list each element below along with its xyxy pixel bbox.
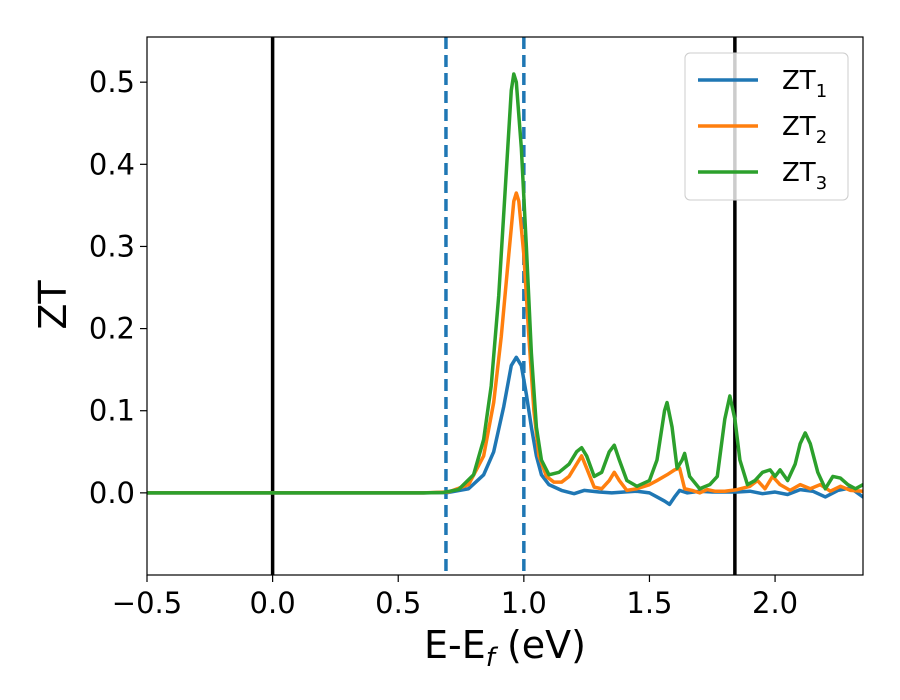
x-tick-label: 1.0 (501, 586, 547, 620)
y-tick-label: 0.2 (89, 312, 135, 346)
legend-label-3: ZT3 (782, 158, 827, 194)
legend-label-2: ZT2 (782, 112, 827, 148)
x-axis-ticks: −0.5 0.0 0.5 1.0 1.5 2.0 (112, 575, 798, 620)
x-tick-label: 1.5 (626, 586, 672, 620)
y-axis-ticks: 0.0 0.1 0.2 0.3 0.4 0.5 (89, 65, 147, 510)
x-tick-label: 0.5 (375, 586, 421, 620)
series-lines (147, 72, 863, 507)
legend-label-1: ZT1 (782, 66, 827, 102)
legend-box (684, 52, 849, 201)
y-tick-label: 0.5 (89, 65, 135, 99)
series-line-2 (147, 191, 863, 495)
x-tick-label: 2.0 (752, 586, 798, 620)
x-axis-label: E-Ef (eV) (424, 623, 586, 673)
x-axis-label-unit: (eV) (495, 623, 586, 667)
x-tick-label: −0.5 (112, 586, 182, 620)
y-tick-label: 0.1 (89, 394, 135, 428)
y-axis-label: ZT (31, 280, 75, 330)
y-tick-label: 0.3 (89, 229, 135, 263)
x-tick-label: 0.0 (250, 586, 296, 620)
y-tick-label: 0.0 (89, 476, 135, 510)
series-line-1 (147, 355, 863, 507)
x-axis-label-main: E-E (424, 623, 486, 667)
plot-frame (146, 36, 864, 576)
y-tick-label: 0.4 (89, 147, 135, 181)
legend: ZT1 ZT2 ZT3 (684, 52, 849, 201)
series-line-3 (147, 72, 863, 495)
